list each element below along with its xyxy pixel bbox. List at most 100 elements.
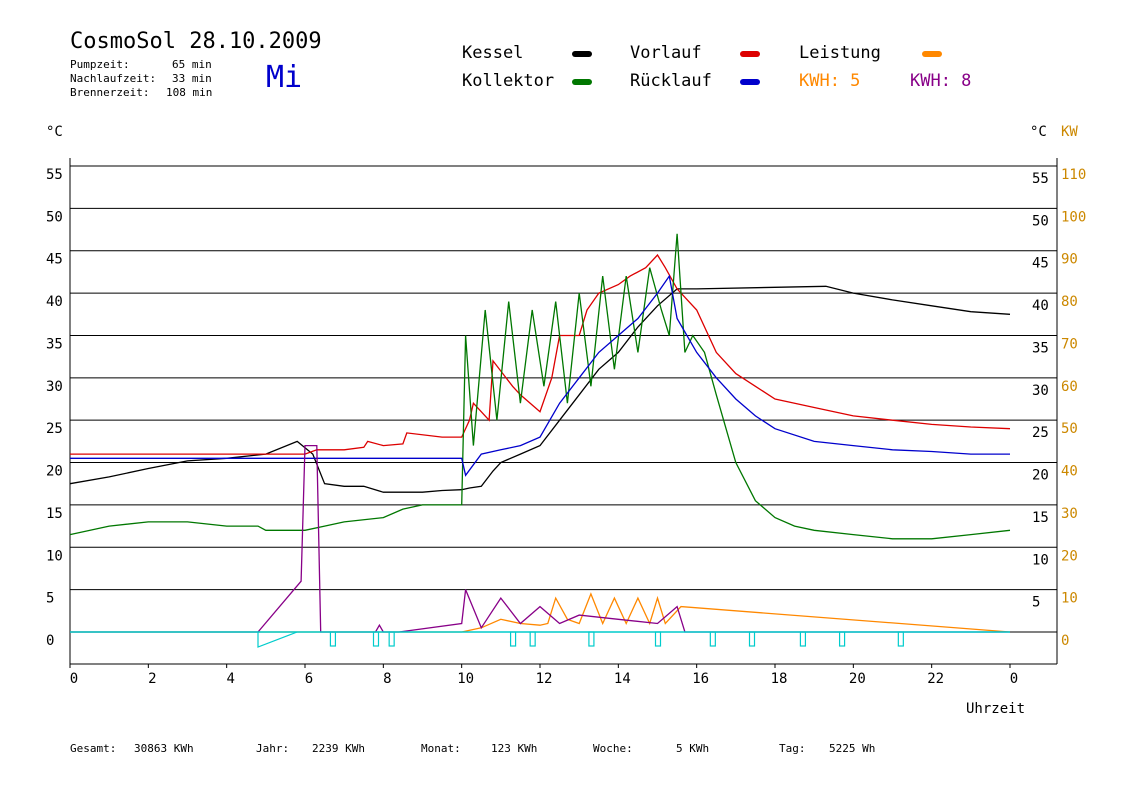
y-tick-left-0: 0 — [46, 633, 54, 649]
pumpzeit-value: 65 min — [172, 58, 212, 71]
series-kessel — [69, 285, 1011, 493]
pump-marker — [509, 631, 517, 647]
y-tick-power-110: 110 — [1061, 167, 1086, 183]
pump-marker — [799, 631, 807, 647]
x-tick-11: 22 — [927, 671, 944, 687]
y-tick-right-40: 40 — [1032, 298, 1049, 314]
x-tick-0: 0 — [70, 671, 78, 687]
x-tick-4: 8 — [383, 671, 391, 687]
legend-vorlauf-swatch — [740, 51, 760, 57]
y-tick-power-50: 50 — [1061, 421, 1078, 437]
legend-leistung-swatch — [922, 51, 942, 57]
x-tick-9: 18 — [771, 671, 788, 687]
y-tick-right-25: 25 — [1032, 425, 1049, 441]
weekday-label: Mi — [266, 60, 303, 95]
pump-marker — [709, 631, 716, 647]
pump-markers — [257, 631, 904, 648]
y-tick-right-10: 10 — [1032, 552, 1049, 568]
y-axis-power-unit: KW — [1061, 124, 1078, 140]
pump-marker — [748, 631, 756, 647]
series-kwh2 — [70, 444, 1010, 633]
y-tick-left-55: 55 — [46, 167, 63, 183]
y-tick-left-45: 45 — [46, 252, 63, 268]
x-tick-12: 0 — [1010, 671, 1018, 687]
y-tick-power-90: 90 — [1061, 252, 1078, 268]
y-tick-right-5: 5 — [1032, 595, 1040, 611]
x-tick-6: 12 — [536, 671, 553, 687]
legend-kollektor: Kollektor — [462, 71, 555, 91]
total-value: 30863 KWh — [134, 742, 194, 755]
total-value: 2239 KWh — [312, 742, 365, 755]
legend-leistung: Leistung — [799, 43, 881, 63]
tick-labels: 0510152025303540455055510152025303540455… — [46, 167, 1086, 687]
total-value: 123 KWh — [491, 742, 538, 755]
y-axis-right-unit: °C — [1030, 124, 1047, 140]
pump-marker — [329, 631, 337, 647]
nachlaufzeit-value: 33 min — [172, 72, 212, 85]
legend-kessel: Kessel — [462, 43, 524, 63]
pump-marker — [588, 631, 595, 647]
x-tick-5: 10 — [457, 671, 474, 687]
x-tick-10: 20 — [849, 671, 866, 687]
y-tick-power-70: 70 — [1061, 336, 1078, 352]
x-tick-7: 14 — [614, 671, 631, 687]
y-tick-power-100: 100 — [1061, 209, 1086, 225]
y-tick-right-55: 55 — [1032, 171, 1049, 187]
y-tick-power-30: 30 — [1061, 506, 1078, 522]
legend-kessel-swatch — [572, 51, 592, 57]
brennerzeit-value: 108 min — [166, 86, 213, 99]
y-tick-power-80: 80 — [1061, 294, 1078, 310]
y-tick-left-50: 50 — [46, 209, 63, 225]
y-tick-left-15: 15 — [46, 506, 63, 522]
total-value: 5225 Wh — [829, 742, 876, 755]
y-tick-power-10: 10 — [1061, 591, 1078, 607]
series-ruecklauf — [70, 274, 1010, 477]
total-label: Woche: — [593, 742, 633, 755]
y-tick-left-30: 30 — [46, 379, 63, 395]
legend-kollektor-swatch — [572, 79, 592, 85]
x-tick-2: 4 — [226, 671, 234, 687]
y-tick-right-20: 20 — [1032, 468, 1049, 484]
y-tick-left-20: 20 — [46, 464, 63, 480]
x-axis-label: Uhrzeit — [966, 701, 1026, 717]
y-tick-right-50: 50 — [1032, 213, 1049, 229]
nachlaufzeit-label: Nachlaufzeit: — [70, 72, 157, 85]
total-label: Tag: — [779, 742, 806, 755]
y-tick-power-40: 40 — [1061, 464, 1078, 480]
total-label: Gesamt: — [70, 742, 117, 755]
y-tick-left-40: 40 — [46, 294, 63, 310]
pump-marker — [897, 631, 904, 647]
series-leistung — [70, 592, 1011, 633]
y-tick-power-0: 0 — [1061, 633, 1069, 649]
series-kollektor — [69, 233, 1011, 540]
x-tick-1: 2 — [148, 671, 156, 687]
y-tick-power-60: 60 — [1061, 379, 1078, 395]
y-tick-left-25: 25 — [46, 421, 63, 437]
pump-marker — [838, 631, 846, 647]
total-value: 5 KWh — [676, 742, 710, 755]
grid — [69, 158, 1058, 665]
y-tick-power-20: 20 — [1061, 548, 1078, 564]
pump-marker-ramp — [257, 631, 298, 648]
series-vorlauf — [70, 253, 1011, 455]
y-tick-left-35: 35 — [46, 336, 63, 352]
x-tick-8: 16 — [692, 671, 709, 687]
legend-kwh-2: KWH: 8 — [910, 71, 972, 91]
y-axis-left-unit: °C — [46, 124, 63, 140]
brennerzeit-label: Brennerzeit: — [70, 86, 150, 99]
y-tick-right-45: 45 — [1032, 256, 1049, 272]
pumpzeit-label: Pumpzeit: — [70, 58, 130, 71]
chart-title: CosmoSol 28.10.2009 — [70, 29, 322, 54]
total-label: Jahr: — [256, 742, 290, 755]
legend-ruecklauf: Rücklauf — [630, 71, 712, 91]
pump-marker — [654, 631, 662, 647]
legend-ruecklauf-swatch — [740, 79, 760, 85]
y-tick-right-15: 15 — [1032, 510, 1049, 526]
y-tick-left-5: 5 — [46, 591, 54, 607]
pump-marker — [372, 631, 380, 647]
pump-marker — [529, 631, 536, 647]
legend-vorlauf: Vorlauf — [630, 43, 702, 63]
y-tick-left-10: 10 — [46, 548, 63, 564]
pump-marker — [388, 631, 395, 647]
